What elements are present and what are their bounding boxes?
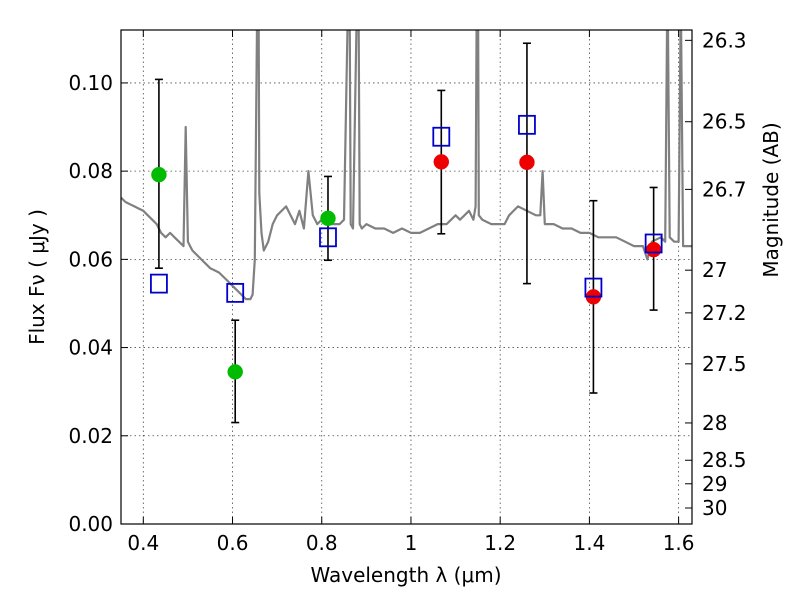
data-point <box>433 154 450 170</box>
x-tick-label: 0.6 <box>217 531 249 555</box>
mag-tick-label: 28.5 <box>702 448 747 472</box>
x-tick-label: 1.2 <box>484 531 516 555</box>
axis-ticks: 0.4 0.6 0.8 1 1.2 1.4 1.6 0.00 0.02 0.04 0.06 0.08 0… <box>68 28 746 555</box>
x-tick-label: 0.8 <box>306 531 338 555</box>
mag-tick-label: 27.2 <box>702 301 747 325</box>
mag-tick-label: 27.5 <box>702 352 747 376</box>
y-axis-title: Flux Fν ( μJy ) <box>25 209 49 345</box>
x-tick-label: 1 <box>405 531 418 555</box>
x-axis-title: Wavelength λ (μm) <box>310 563 501 587</box>
spectrum-line <box>121 30 692 301</box>
model-point <box>518 114 536 135</box>
y-tick-label: 0.08 <box>68 159 113 183</box>
y2-axis-title: Magnitude (AB) <box>759 122 783 277</box>
mag-tick-label: 26.3 <box>702 28 747 52</box>
x-tick-label: 1.4 <box>573 531 605 555</box>
model-point <box>226 282 245 303</box>
model-point <box>432 126 451 147</box>
y-tick-label: 0.00 <box>68 512 113 536</box>
data-point <box>227 364 243 380</box>
y-tick-label: 0.04 <box>68 336 113 360</box>
model-spectrum <box>121 30 692 301</box>
mag-tick-label: 28 <box>702 411 727 435</box>
y-tick-label: 0.10 <box>68 71 113 95</box>
y-tick-label: 0.02 <box>68 424 113 448</box>
data-point <box>645 241 662 258</box>
model-point <box>319 227 337 248</box>
data-markers <box>150 114 663 380</box>
x-tick-label: 1.6 <box>663 531 695 555</box>
mag-tick-label: 30 <box>702 496 727 520</box>
mag-tick-label: 26.5 <box>702 110 747 134</box>
model-point <box>150 273 168 294</box>
mag-tick-label: 26.7 <box>702 177 747 201</box>
mag-tick-label: 27 <box>702 258 727 282</box>
y-tick-label: 0.06 <box>68 247 113 271</box>
model-point <box>584 277 603 298</box>
model-point <box>644 233 663 254</box>
plot-frame <box>120 29 693 525</box>
data-point <box>519 154 535 171</box>
data-point <box>320 210 336 227</box>
grid-lines <box>121 30 692 524</box>
data-point <box>151 166 167 183</box>
mag-tick-label: 29 <box>702 472 727 496</box>
x-tick-label: 0.4 <box>127 531 159 555</box>
